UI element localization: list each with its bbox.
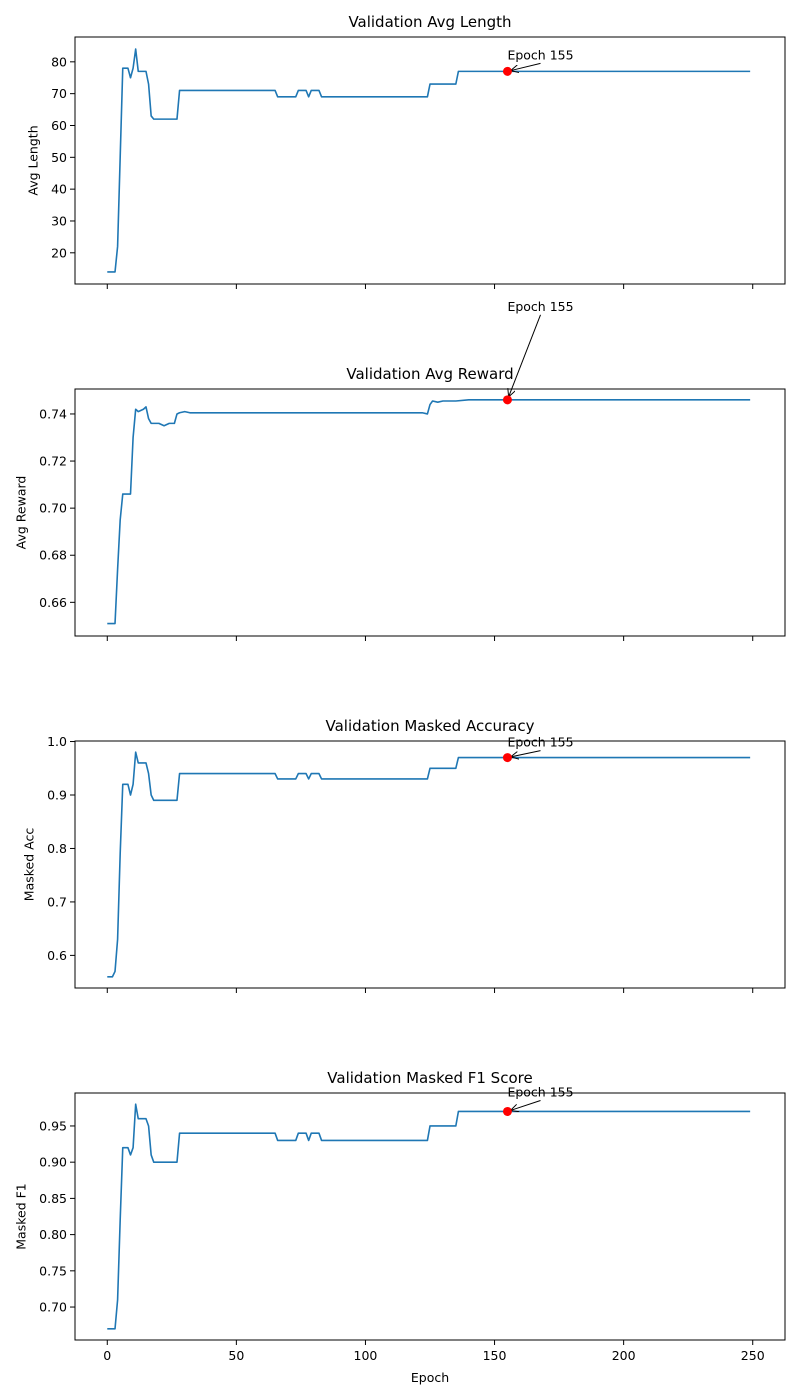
- x-axis-label: Epoch: [411, 1370, 449, 1385]
- series-line: [107, 48, 751, 273]
- x-tick-label: 50: [228, 1348, 244, 1363]
- y-tick-label: 60: [51, 118, 67, 133]
- y-tick-label: 0.74: [39, 406, 67, 421]
- y-tick-label: 1.0: [47, 734, 67, 749]
- y-tick-label: 20: [51, 245, 67, 260]
- annotation-arrow: [511, 1099, 541, 1110]
- y-tick-label: 50: [51, 150, 67, 165]
- y-tick-label: 40: [51, 182, 67, 197]
- y-axis-label: Avg Reward: [14, 476, 29, 550]
- x-tick-label: 0: [103, 1348, 111, 1363]
- chart-panel-2: 0.66 0.68 0.70 0.72 0.74 Validation Avg Rewar…: [14, 299, 786, 641]
- chart-title: Validation Masked Accuracy: [326, 717, 535, 735]
- y-tick-label: 70: [51, 86, 67, 101]
- axes-frame: [74, 740, 786, 989]
- annotation-label: Epoch 155: [507, 299, 573, 314]
- chart-title: Validation Masked F1 Score: [327, 1069, 532, 1087]
- y-tick-label: 0.85: [39, 1191, 67, 1206]
- highlight-point: [502, 1106, 512, 1116]
- series-line: [107, 399, 751, 625]
- y-tick-label: 80: [51, 54, 67, 69]
- y-tick-label: 0.90: [39, 1155, 67, 1170]
- annotation-arrow: [511, 750, 541, 757]
- chart-panel-1: 20 30 40 50 60 70 80 Validation Avg Length Avg L…: [26, 13, 786, 289]
- series-line: [107, 751, 751, 978]
- y-tick-label: 0.66: [39, 595, 67, 610]
- y-tick-label: 0.70: [39, 501, 67, 516]
- y-tick-label: 0.72: [39, 454, 67, 469]
- x-tick-label: 150: [483, 1348, 507, 1363]
- chart-title: Validation Avg Length: [348, 13, 511, 31]
- y-tick-label: 0.9: [47, 787, 67, 802]
- annotation-arrow: [509, 314, 541, 396]
- highlight-point: [502, 753, 512, 763]
- highlight-point: [502, 395, 512, 405]
- annotation-arrow: [511, 62, 541, 70]
- y-tick-label: 0.75: [39, 1263, 67, 1278]
- x-tick-label: 200: [612, 1348, 636, 1363]
- x-tick-label: 100: [354, 1348, 378, 1363]
- chart-title: Validation Avg Reward: [346, 365, 513, 383]
- y-tick-label: 30: [51, 213, 67, 228]
- y-tick-label: 0.80: [39, 1227, 67, 1242]
- y-tick-label: 0.95: [39, 1118, 67, 1133]
- highlight-point: [502, 66, 512, 76]
- axes-frame: [74, 1092, 786, 1341]
- y-axis-label: Masked F1: [14, 1183, 29, 1250]
- axes-frame: [74, 388, 786, 637]
- series-line: [107, 1103, 751, 1330]
- y-tick-label: 0.8: [47, 841, 67, 856]
- y-tick-label: 0.70: [39, 1300, 67, 1315]
- annotation-label: Epoch 155: [507, 735, 573, 750]
- y-axis-label: Masked Acc: [22, 828, 37, 902]
- y-tick-label: 0.7: [47, 894, 67, 909]
- y-axis-label: Avg Length: [26, 125, 41, 195]
- annotation-label: Epoch 155: [507, 1084, 573, 1099]
- chart-panel-4: 0 50 100 150 200 250 0.70 0.75 0.80 0.85 0.90 0.95 V…: [14, 1069, 786, 1385]
- x-tick-label: 250: [741, 1348, 765, 1363]
- y-tick-label: 0.6: [47, 948, 67, 963]
- annotation-label: Epoch 155: [507, 47, 573, 62]
- y-tick-label: 0.68: [39, 548, 67, 563]
- chart-panel-3: 0.6 0.7 0.8 0.9 1.0 Validation Masked Accurac…: [22, 717, 786, 993]
- axes-frame: [74, 36, 786, 285]
